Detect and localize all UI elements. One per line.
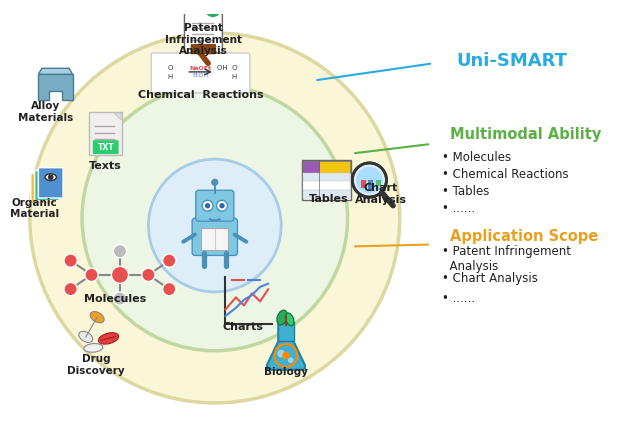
Text: Biology: Biology xyxy=(264,367,308,377)
Text: • ......: • ...... xyxy=(442,202,475,215)
Circle shape xyxy=(278,350,285,357)
Ellipse shape xyxy=(98,333,119,344)
Circle shape xyxy=(142,268,155,282)
FancyBboxPatch shape xyxy=(302,160,351,200)
Circle shape xyxy=(204,1,221,18)
Circle shape xyxy=(64,254,77,267)
Circle shape xyxy=(219,203,225,208)
Text: OH  O: OH O xyxy=(217,65,237,71)
Circle shape xyxy=(64,282,77,296)
Polygon shape xyxy=(38,74,73,100)
Circle shape xyxy=(82,85,348,351)
FancyBboxPatch shape xyxy=(38,168,63,198)
Text: H: H xyxy=(231,75,237,81)
Circle shape xyxy=(112,266,128,283)
Circle shape xyxy=(85,268,98,282)
Text: Application Scope: Application Scope xyxy=(450,230,598,245)
Ellipse shape xyxy=(45,174,56,181)
Circle shape xyxy=(163,254,176,267)
FancyBboxPatch shape xyxy=(196,190,234,221)
Ellipse shape xyxy=(90,311,104,323)
FancyBboxPatch shape xyxy=(278,322,293,341)
Text: • Tables: • Tables xyxy=(442,185,490,198)
Text: H: H xyxy=(168,75,173,81)
Circle shape xyxy=(114,245,126,258)
FancyBboxPatch shape xyxy=(151,53,250,93)
Circle shape xyxy=(202,200,213,211)
Text: Texts: Texts xyxy=(89,161,122,171)
Text: ✓: ✓ xyxy=(209,4,217,14)
Circle shape xyxy=(216,200,227,211)
Ellipse shape xyxy=(79,331,93,343)
FancyBboxPatch shape xyxy=(303,190,350,199)
FancyBboxPatch shape xyxy=(201,228,228,250)
Text: • Patent Infringement
  Analysis: • Patent Infringement Analysis xyxy=(442,245,572,273)
Text: Alloy
Materials: Alloy Materials xyxy=(19,101,73,123)
Text: Tables: Tables xyxy=(309,194,348,204)
Text: • Chemical Reactions: • Chemical Reactions xyxy=(442,168,569,181)
FancyBboxPatch shape xyxy=(303,173,350,181)
FancyBboxPatch shape xyxy=(368,180,373,191)
FancyBboxPatch shape xyxy=(184,13,223,53)
FancyBboxPatch shape xyxy=(318,161,350,173)
Ellipse shape xyxy=(277,310,287,325)
Text: • Molecules: • Molecules xyxy=(442,151,512,164)
Circle shape xyxy=(356,167,383,193)
Ellipse shape xyxy=(84,343,103,352)
Text: Molecules: Molecules xyxy=(84,294,146,304)
Circle shape xyxy=(211,178,218,186)
FancyBboxPatch shape xyxy=(376,180,381,186)
Text: Drug
Discovery: Drug Discovery xyxy=(68,354,125,376)
Circle shape xyxy=(114,292,126,305)
Text: NaOEt: NaOEt xyxy=(189,66,212,71)
Circle shape xyxy=(282,352,290,359)
FancyBboxPatch shape xyxy=(192,218,237,256)
FancyBboxPatch shape xyxy=(89,112,122,155)
Text: Patent
Infringement
Analysis: Patent Infringement Analysis xyxy=(165,23,242,56)
FancyBboxPatch shape xyxy=(34,170,59,201)
Circle shape xyxy=(48,174,54,180)
FancyBboxPatch shape xyxy=(31,173,56,204)
FancyBboxPatch shape xyxy=(191,44,216,54)
Circle shape xyxy=(352,163,387,197)
Text: TXT: TXT xyxy=(98,143,114,152)
Circle shape xyxy=(288,357,293,363)
Text: Uni-SMART: Uni-SMART xyxy=(457,52,568,70)
Polygon shape xyxy=(267,325,305,370)
Text: Charts: Charts xyxy=(223,322,263,332)
Polygon shape xyxy=(114,113,121,120)
FancyBboxPatch shape xyxy=(303,181,350,190)
Text: Organic
Material: Organic Material xyxy=(10,198,59,219)
Circle shape xyxy=(163,282,176,296)
Circle shape xyxy=(30,33,400,403)
Text: Chart
Analysis: Chart Analysis xyxy=(355,184,407,205)
Circle shape xyxy=(205,203,211,208)
FancyBboxPatch shape xyxy=(303,161,318,173)
Text: • Chart Analysis: • Chart Analysis xyxy=(442,272,538,285)
FancyBboxPatch shape xyxy=(361,180,366,187)
Polygon shape xyxy=(38,68,73,74)
Text: Chemical  Reactions: Chemical Reactions xyxy=(138,89,263,100)
Ellipse shape xyxy=(285,313,294,326)
Text: O: O xyxy=(168,65,173,71)
Text: EtOH: EtOH xyxy=(193,73,209,78)
FancyBboxPatch shape xyxy=(93,140,119,154)
Text: Multimodal Ability: Multimodal Ability xyxy=(450,127,602,142)
Circle shape xyxy=(149,159,281,292)
Text: • ......: • ...... xyxy=(442,292,475,305)
